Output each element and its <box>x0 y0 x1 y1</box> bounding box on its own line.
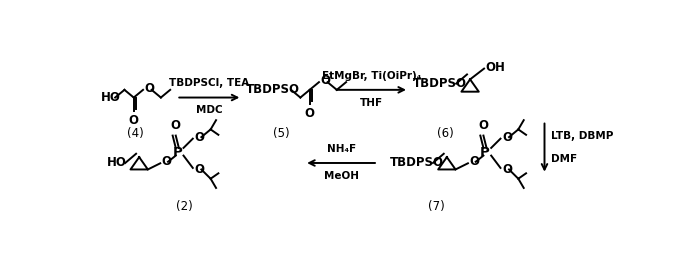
Text: HO: HO <box>101 91 121 104</box>
Text: O: O <box>194 163 205 176</box>
Text: O: O <box>478 120 489 133</box>
Text: O: O <box>144 82 154 95</box>
Text: P: P <box>172 146 182 159</box>
Text: O: O <box>194 130 205 144</box>
Text: O: O <box>171 120 181 133</box>
Text: O: O <box>470 155 480 168</box>
Text: HO: HO <box>107 157 126 169</box>
Text: NH₄F: NH₄F <box>327 144 355 154</box>
Text: TBDPSO: TBDPSO <box>246 83 300 96</box>
Text: P: P <box>480 146 490 159</box>
Text: MDC: MDC <box>196 105 223 115</box>
Text: OH: OH <box>486 61 505 74</box>
Text: TBDPSO: TBDPSO <box>389 157 443 169</box>
Text: O: O <box>502 163 512 176</box>
Text: LTB, DBMP: LTB, DBMP <box>551 132 613 141</box>
Text: (5): (5) <box>273 127 289 140</box>
Text: (6): (6) <box>437 127 454 140</box>
Text: O: O <box>502 130 512 144</box>
Text: MeOH: MeOH <box>324 171 359 181</box>
Text: (7): (7) <box>428 200 445 213</box>
Text: O: O <box>320 74 331 87</box>
Text: TBDPSCl, TEA: TBDPSCl, TEA <box>169 78 249 88</box>
Text: (2): (2) <box>176 200 193 213</box>
Text: O: O <box>304 107 315 120</box>
Text: TBDPSO: TBDPSO <box>413 77 467 90</box>
Text: EtMgBr, Ti(OiPr)₄: EtMgBr, Ti(OiPr)₄ <box>322 70 421 81</box>
Text: (4): (4) <box>127 127 144 140</box>
Text: O: O <box>162 155 172 168</box>
Text: O: O <box>128 115 139 127</box>
Text: DMF: DMF <box>551 154 577 164</box>
Text: THF: THF <box>359 98 383 108</box>
